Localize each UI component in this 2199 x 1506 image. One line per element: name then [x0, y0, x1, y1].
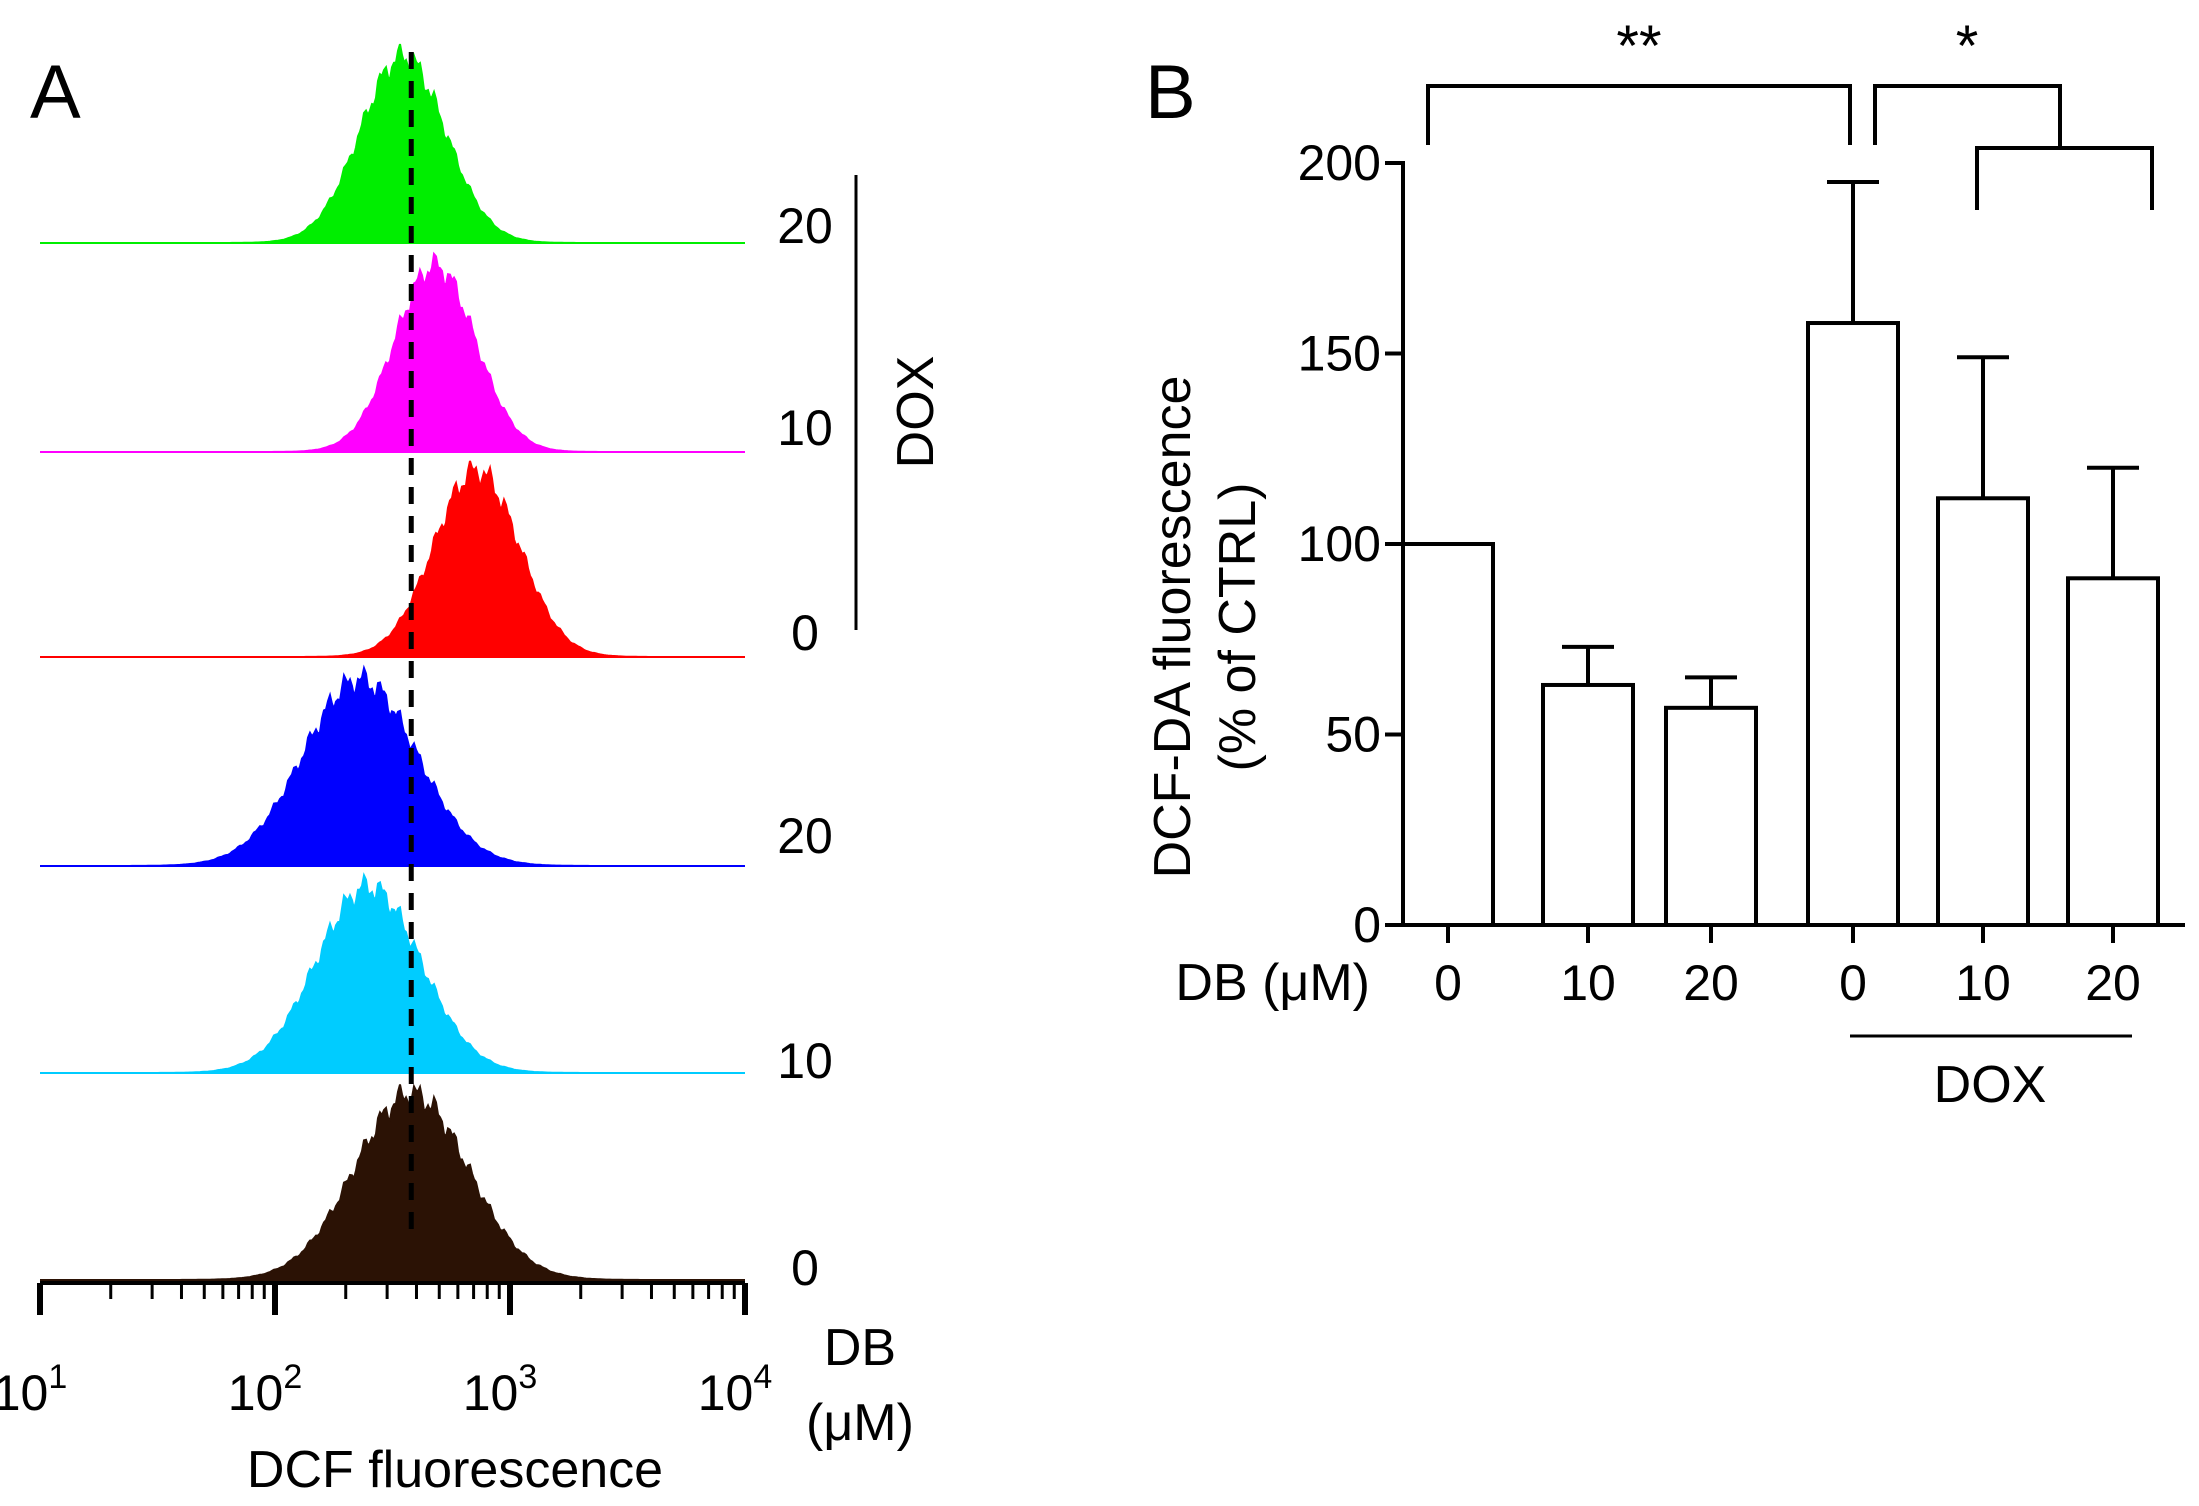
- bar-1: [1541, 682, 1635, 927]
- bar-4: [1936, 496, 2030, 927]
- y-tick-label: 50: [1325, 707, 1381, 763]
- x-tick-label: 20: [2085, 955, 2141, 1011]
- bar-5: [2066, 576, 2160, 927]
- row-labels: 20 10 0 20 10 0: [777, 198, 833, 1296]
- bar-0: [1401, 542, 1495, 927]
- x-tick-label: 20: [1683, 955, 1739, 1011]
- x-tick-label: 0: [1434, 955, 1462, 1011]
- histogram-rows: [40, 43, 745, 1281]
- histogram-ctrl-10: [40, 872, 745, 1074]
- y-tick-label: 0: [1353, 897, 1381, 953]
- x-tick-label: 0: [1839, 955, 1867, 1011]
- row-label-ctrl-10: 10: [777, 1033, 833, 1089]
- panel-b-letter: B: [1145, 50, 1196, 135]
- x-tick-label: 10: [1560, 955, 1616, 1011]
- y-tick-label: 100: [1298, 516, 1381, 572]
- histogram-dox-0: [40, 460, 745, 658]
- row-title-db: DB: [824, 1319, 896, 1377]
- x-tick-label: 10: [1955, 955, 2011, 1011]
- dox-group-label: DOX: [887, 356, 945, 469]
- histogram-tick-label: 103: [463, 1358, 538, 1421]
- y-tick-label: 200: [1298, 135, 1381, 191]
- panel-a-histograms: A 101 102 103 104 20 10 0 20 10 0 DOX DB (μM) DC…: [0, 43, 945, 1499]
- significance-label: *: [1956, 14, 1979, 79]
- panel-a-letter: A: [30, 50, 81, 135]
- histogram-tick-label: 104: [698, 1358, 773, 1421]
- bars: 0 10 20 0 10 20: [1401, 180, 2160, 1011]
- row-label-ctrl-0: 0: [791, 1240, 819, 1296]
- y-axis-label: DCF-DA fluorescence: [1144, 376, 1202, 879]
- histogram-tick-label: 101: [0, 1358, 67, 1421]
- histogram-ctrl-20: [40, 664, 745, 867]
- significance-brackets: ** *: [1426, 14, 2154, 210]
- significance-label: **: [1616, 14, 1661, 79]
- row-label-dox-0: 0: [791, 605, 819, 661]
- x-axis-label: DB (μM): [1175, 954, 1370, 1012]
- row-label-ctrl-20: 20: [777, 808, 833, 864]
- bar-2: [1664, 705, 1758, 928]
- y-tick-label: 150: [1298, 326, 1381, 382]
- bar-dox-label: DOX: [1934, 1056, 2047, 1114]
- row-label-dox-10: 10: [777, 400, 833, 456]
- histogram-dox-20: [40, 43, 745, 244]
- histogram-dox-10: [40, 251, 745, 453]
- histogram-x-label: DCF fluorescence: [247, 1441, 663, 1499]
- histogram-tick-label: 102: [228, 1358, 303, 1421]
- bar-3: [1806, 321, 1900, 927]
- histogram-x-axis: 101 102 103 104: [0, 1281, 773, 1421]
- histogram-ctrl-0: [40, 1083, 745, 1281]
- row-label-dox-20: 20: [777, 198, 833, 254]
- row-title-unit: (μM): [806, 1394, 914, 1452]
- y-axis-label-sub: (% of CTRL): [1209, 483, 1267, 772]
